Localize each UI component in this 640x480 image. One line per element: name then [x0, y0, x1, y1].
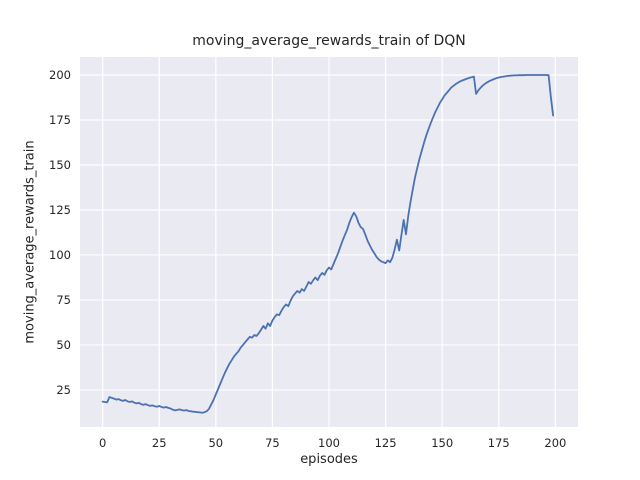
x-tick-label: 200 [544, 436, 566, 450]
y-tick-label: 75 [56, 293, 71, 307]
x-axis-label: episodes [300, 452, 358, 467]
y-tick-label: 25 [56, 383, 71, 397]
series-line [101, 74, 554, 414]
x-tick-label: 75 [265, 436, 280, 450]
x-tick-label: 100 [318, 436, 340, 450]
y-axis-label: moving_average_rewards_train [22, 140, 38, 344]
chart-title: moving_average_rewards_train of DQN [192, 33, 466, 49]
x-tick-label: 25 [152, 436, 167, 450]
x-tick-label: 50 [208, 436, 223, 450]
x-tick-label: 175 [488, 436, 510, 450]
x-tick-label: 125 [375, 436, 397, 450]
y-tick-label: 100 [49, 248, 71, 262]
y-tick-label: 200 [49, 68, 71, 82]
x-tick-label: 150 [431, 436, 453, 450]
x-tick-label: 0 [99, 436, 106, 450]
y-tick-label: 175 [49, 113, 71, 127]
y-tick-label: 50 [56, 338, 71, 352]
y-tick-label: 150 [49, 158, 71, 172]
y-tick-label: 125 [49, 203, 71, 217]
